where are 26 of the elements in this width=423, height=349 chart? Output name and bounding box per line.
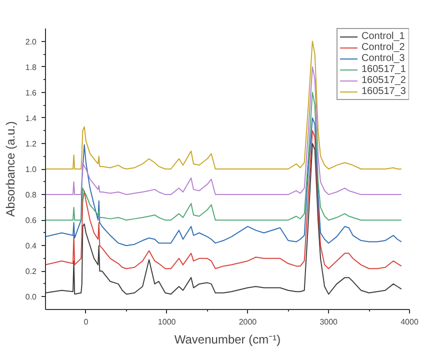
y-tick-label: 1.8 bbox=[25, 62, 38, 72]
y-axis-title: Absorbance (a.u.) bbox=[3, 121, 18, 217]
legend-label: 160517_3 bbox=[362, 86, 406, 97]
line-series bbox=[46, 117, 402, 246]
legend-label: Control_3 bbox=[362, 53, 405, 64]
y-tick-label: 1.0 bbox=[25, 165, 38, 174]
y-tick-label: 0.4 bbox=[25, 242, 38, 251]
y-tick-label: 2.0 bbox=[25, 37, 38, 46]
x-tick-label: 0 bbox=[84, 318, 89, 326]
y-tick-label: 1.4 bbox=[25, 114, 38, 123]
y-tick-label: 1.6 bbox=[25, 88, 38, 98]
y-tick-label: 1.2 bbox=[25, 139, 38, 148]
legend-label: 160517_2 bbox=[362, 75, 406, 86]
y-tick-label: 0.6 bbox=[25, 216, 38, 226]
x-tick-label: 4000 bbox=[400, 318, 419, 326]
legend-label: 160517_1 bbox=[362, 64, 406, 75]
x-axis-title: Wavenumber (cm⁻¹) bbox=[174, 332, 281, 346]
x-tick-label: 1000 bbox=[158, 318, 176, 326]
line-series bbox=[46, 130, 402, 270]
x-tick-label: 2000 bbox=[238, 318, 258, 326]
legend-label: Control_2 bbox=[362, 42, 405, 53]
legend-label: Control_1 bbox=[362, 31, 405, 42]
x-tick-label: 3000 bbox=[320, 318, 338, 326]
y-tick-label: 0.8 bbox=[25, 190, 38, 200]
y-tick-label: 0.0 bbox=[25, 292, 38, 302]
y-tick-label: 0.2 bbox=[25, 267, 38, 276]
